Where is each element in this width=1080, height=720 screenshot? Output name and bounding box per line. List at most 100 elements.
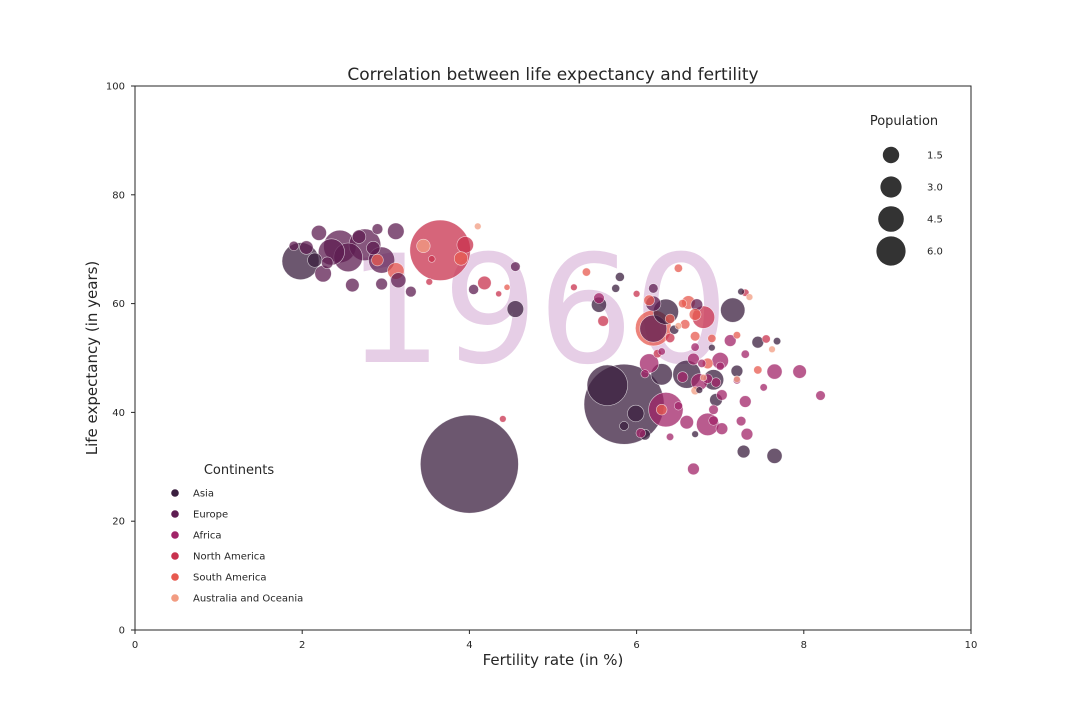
bubble-africa xyxy=(690,342,700,352)
chart-title: Correlation between life expectancy and … xyxy=(347,65,758,85)
population-size-marker xyxy=(882,146,900,164)
x-tick-label: 8 xyxy=(801,640,807,651)
x-axis: 0 2 4 6 8 10 xyxy=(132,630,978,651)
population-size-label: 3.0 xyxy=(927,183,943,194)
bubble-south-america xyxy=(688,308,702,321)
continents-legend: Continents Asia Europe Africa North America… xyxy=(171,463,303,605)
bubble-asia xyxy=(695,386,703,394)
bubble-europe xyxy=(321,256,334,269)
y-axis-label: Life expectancy (in years) xyxy=(83,261,101,456)
bubble-south-america xyxy=(673,263,683,273)
bubble-africa xyxy=(666,432,675,441)
bubble-africa xyxy=(740,427,754,441)
bubble-south-america xyxy=(503,283,511,291)
bubble-south-america xyxy=(690,331,701,342)
y-tick-label: 0 xyxy=(119,626,125,637)
legend-label: Europe xyxy=(193,510,228,521)
y-tick-label: 60 xyxy=(112,299,125,310)
bubble-europe xyxy=(299,240,314,255)
legend-marker xyxy=(171,594,179,602)
bubbles-layer xyxy=(281,219,826,514)
legend-marker xyxy=(171,489,179,497)
bubble-africa xyxy=(679,415,694,430)
bubble-asia xyxy=(615,272,625,282)
bubble-africa xyxy=(815,390,826,401)
bubble-north-america xyxy=(477,275,492,290)
bubble-africa xyxy=(673,401,683,411)
x-tick-label: 2 xyxy=(299,640,305,651)
y-tick-label: 100 xyxy=(106,82,125,93)
bubble-north-america xyxy=(456,236,474,254)
bubble-south-america xyxy=(581,267,591,277)
bubble-australia-and-oceania xyxy=(733,375,741,383)
bubble-europe xyxy=(288,240,299,252)
population-size-marker xyxy=(876,236,906,266)
bubble-africa xyxy=(640,369,650,379)
bubble-asia xyxy=(619,421,629,431)
bubble-asia xyxy=(766,448,783,464)
bubble-south-america xyxy=(678,299,688,309)
bubble-africa xyxy=(715,422,729,435)
bubble-australia-and-oceania xyxy=(474,222,482,231)
bubble-south-america xyxy=(680,319,691,330)
population-legend: Population 1.5 3.0 4.5 6.0 xyxy=(870,114,943,266)
population-size-marker xyxy=(880,176,902,198)
bubble-north-america xyxy=(570,283,578,291)
continents-legend-title: Continents xyxy=(204,463,275,478)
bubble-europe xyxy=(510,261,521,272)
population-size-marker xyxy=(878,206,904,232)
legend-label: South America xyxy=(193,573,267,584)
bubble-europe xyxy=(648,283,659,294)
bubble-north-america xyxy=(597,315,609,327)
legend-marker xyxy=(171,573,179,581)
legend-label: North America xyxy=(193,552,265,563)
x-axis-label: Fertility rate (in %) xyxy=(483,651,624,669)
bubble-africa xyxy=(759,383,768,392)
bubble-asia xyxy=(708,343,716,352)
bubble-africa xyxy=(736,416,747,427)
bubble-south-america xyxy=(753,365,763,375)
bubble-south-america xyxy=(732,331,741,340)
bubble-south-america xyxy=(707,333,717,343)
legend-label: Australia and Oceania xyxy=(193,594,303,605)
bubble-australia-and-oceania xyxy=(674,322,683,330)
bubble-asia xyxy=(737,287,745,296)
bubble-south-america xyxy=(643,294,655,306)
bubble-asia xyxy=(773,337,782,346)
legend-label: Africa xyxy=(193,531,222,542)
plot-frame xyxy=(134,85,972,631)
legend-marker xyxy=(171,531,179,539)
bubble-asia xyxy=(586,364,628,406)
bubble-australia-and-oceania xyxy=(768,345,776,353)
bubble-south-america xyxy=(371,253,384,267)
bubble-south-america xyxy=(656,404,668,416)
population-size-label: 6.0 xyxy=(927,247,943,258)
population-size-label: 1.5 xyxy=(927,151,943,162)
bubble-australia-and-oceania xyxy=(416,238,431,254)
bubble-africa xyxy=(687,352,700,366)
bubble-europe xyxy=(311,225,327,241)
bubble-north-america xyxy=(428,255,436,263)
bubble-africa xyxy=(724,334,737,347)
population-size-label: 4.5 xyxy=(927,215,943,226)
bubble-africa xyxy=(710,377,722,388)
x-tick-label: 10 xyxy=(965,640,978,651)
bubble-africa xyxy=(792,364,807,379)
bubble-asia xyxy=(506,300,524,318)
y-axis: 0 20 40 60 80 100 xyxy=(106,82,135,637)
population-legend-title: Population xyxy=(870,114,938,129)
legend-label: Asia xyxy=(193,489,214,500)
bubble-asia xyxy=(730,364,744,378)
bubble-africa xyxy=(657,347,666,356)
bubble-africa xyxy=(676,371,689,383)
bubble-asia xyxy=(611,284,621,293)
bubble-europe xyxy=(390,272,407,289)
bubble-asia xyxy=(307,252,323,268)
bubble-africa xyxy=(708,415,719,426)
bubble-asia xyxy=(627,404,645,423)
legend-marker xyxy=(171,552,179,560)
bubble-north-america xyxy=(495,290,502,298)
bubble-europe xyxy=(371,223,384,235)
bubble-south-america xyxy=(453,251,469,266)
